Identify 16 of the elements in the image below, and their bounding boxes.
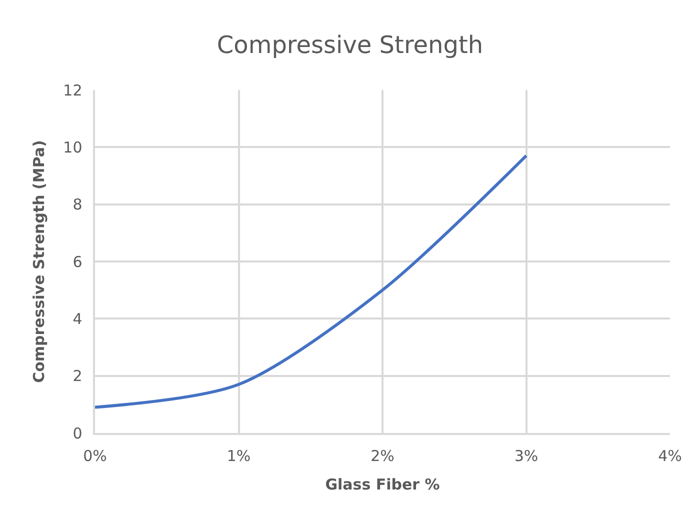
x-tick-label: 3% bbox=[514, 446, 538, 465]
line-series bbox=[95, 154, 528, 409]
x-tick-label: 1% bbox=[226, 446, 251, 465]
y-tick-label: 2 bbox=[72, 367, 82, 386]
y-tick-label: 12 bbox=[63, 81, 82, 100]
chart-title: Compressive Strength bbox=[216, 31, 484, 60]
y-tick-label: 4 bbox=[72, 310, 82, 328]
x-tick-label: 2% bbox=[370, 446, 394, 465]
y-tick-label: 0 bbox=[72, 424, 82, 442]
y-axis-title: Compressive Strength (MPa) bbox=[30, 140, 48, 383]
x-axis-title: Glass Fiber % bbox=[325, 475, 440, 494]
x-tick-label: 4% bbox=[658, 446, 682, 465]
y-tick-label: 10 bbox=[63, 138, 82, 156]
y-tick-label: 6 bbox=[72, 252, 82, 271]
y-tick-label: 8 bbox=[72, 196, 82, 214]
x-tick-label: 0% bbox=[83, 446, 107, 465]
